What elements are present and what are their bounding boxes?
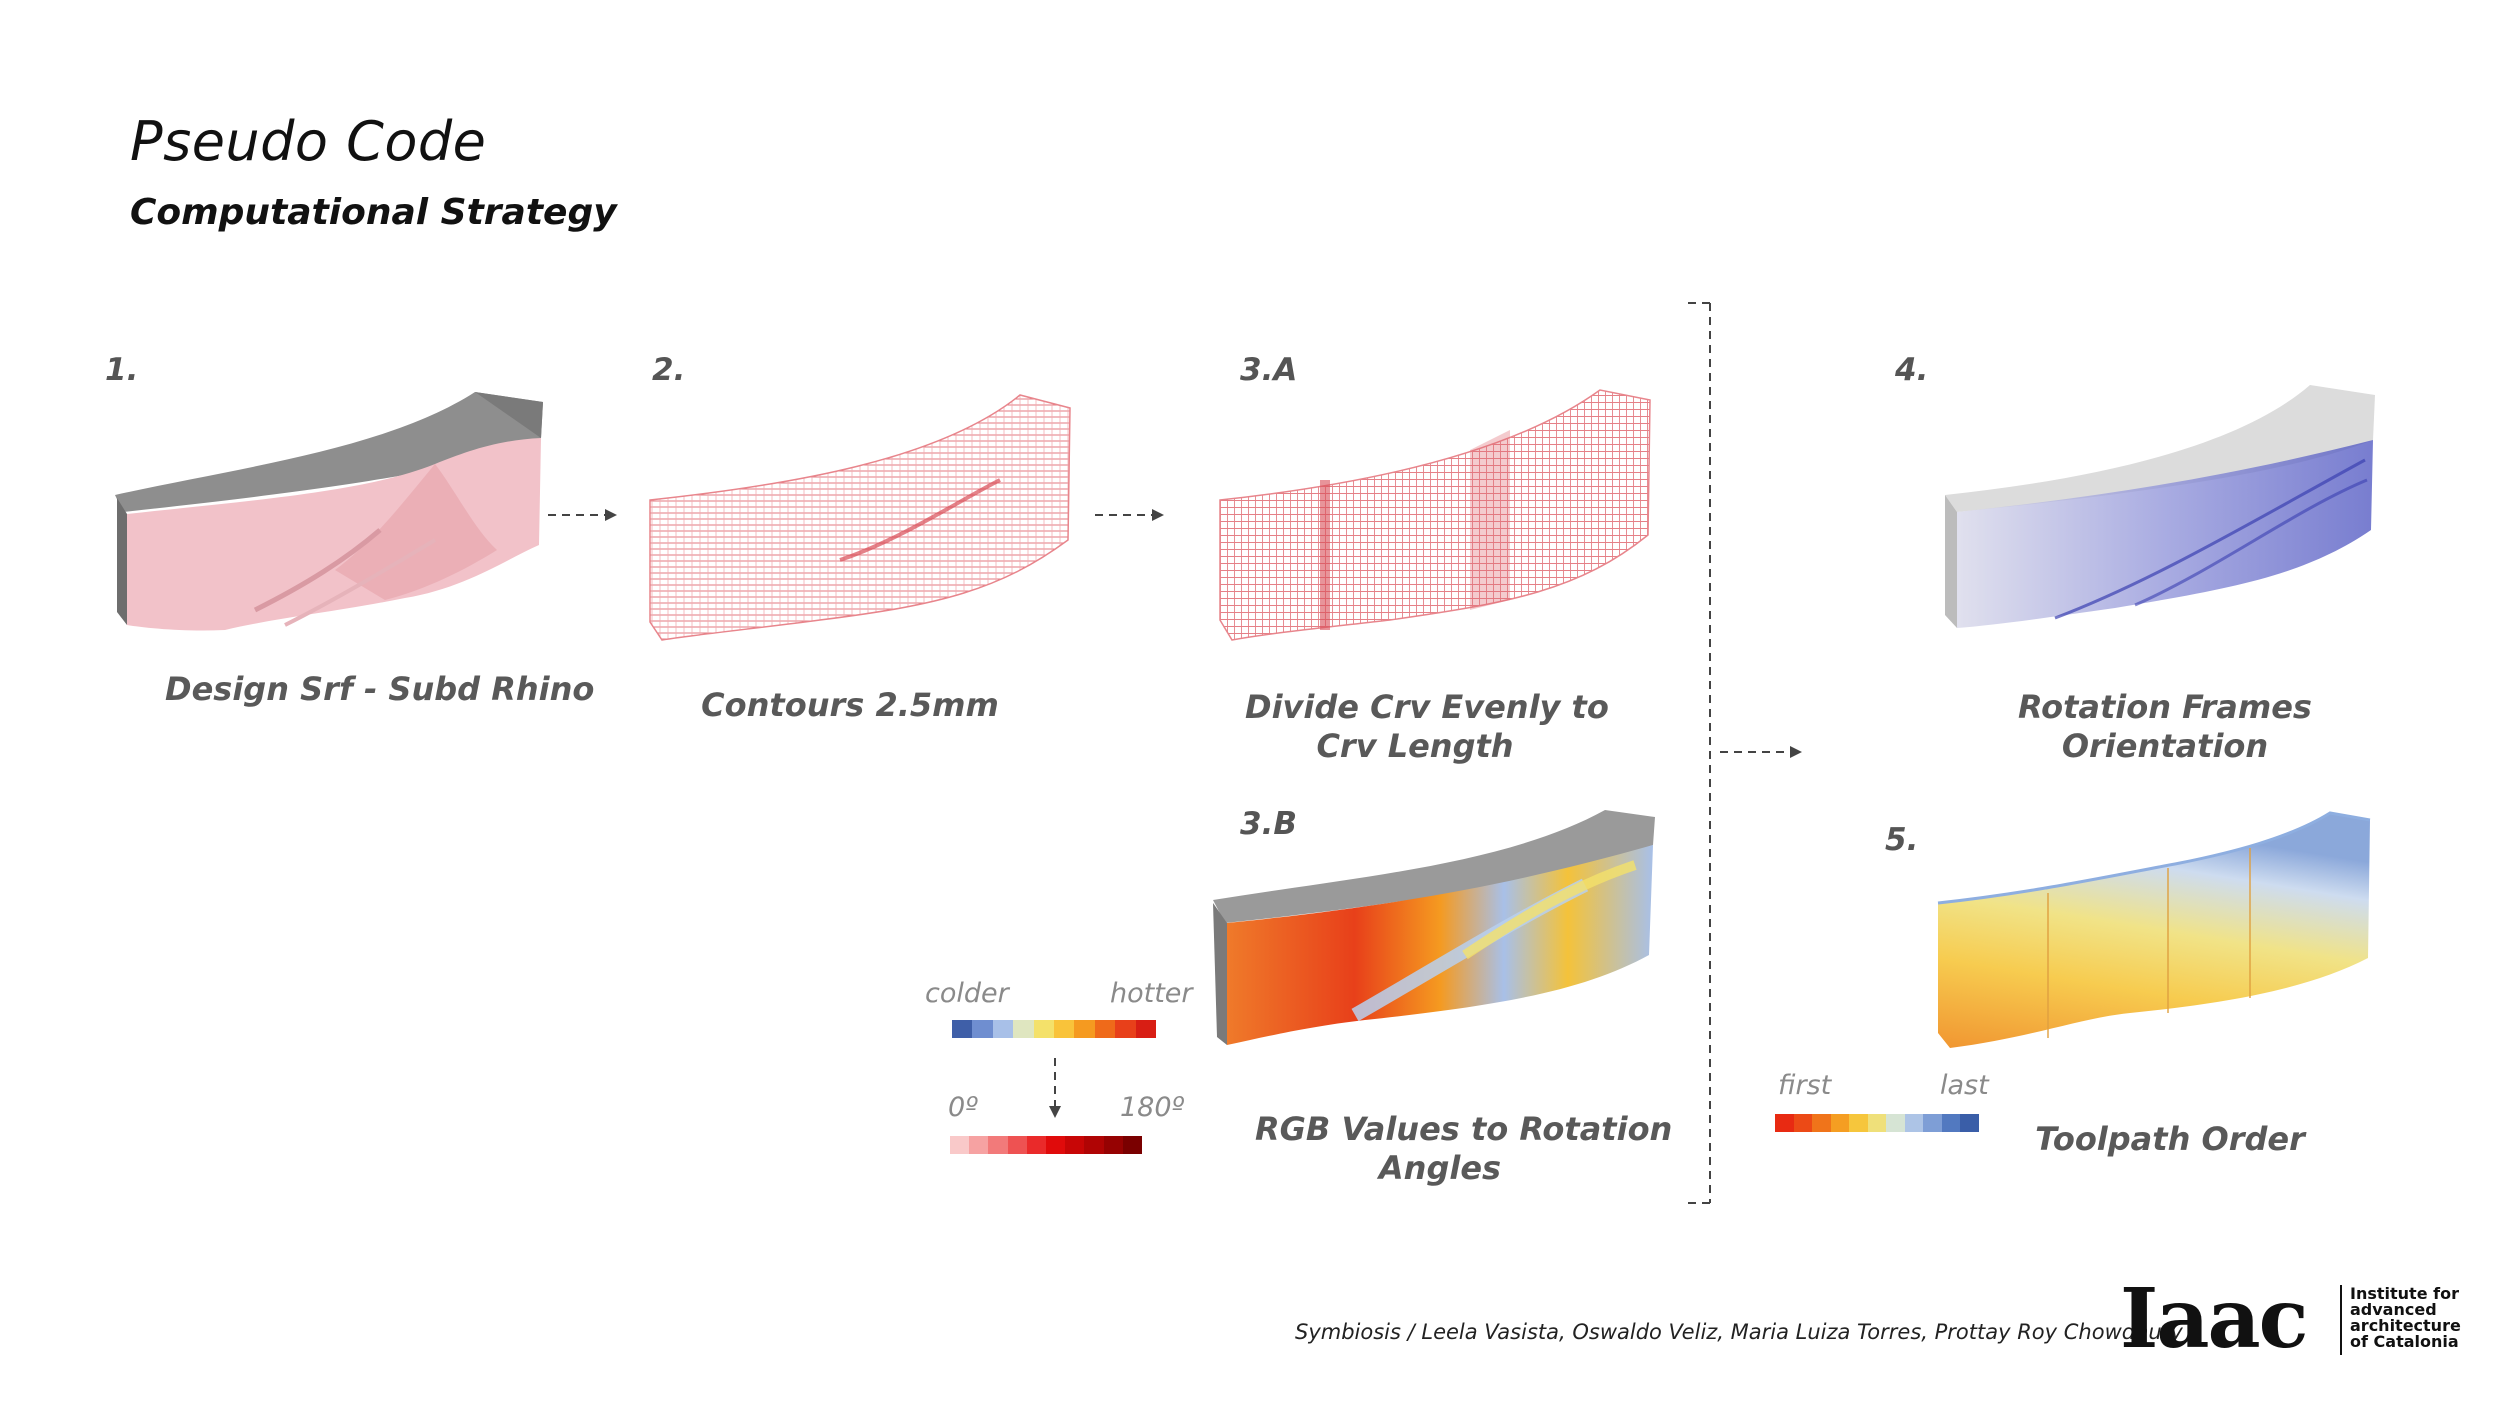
step-3b-caption-line1: RGB Values to Rotation <box>1255 1110 1673 1148</box>
step-3b-caption: RGB Values to Rotation Angles <box>1255 1110 1673 1188</box>
order-swatch <box>1849 1114 1868 1132</box>
step-4-caption-line1: Rotation Frames <box>2018 688 2312 726</box>
step-1-number: 1. <box>105 352 139 388</box>
step-3a-number: 3.A <box>1240 352 1298 388</box>
step-4-caption-line2: Orientation <box>2061 727 2269 766</box>
logo-line-4: of Catalonia <box>2350 1332 2459 1351</box>
temperature-swatch <box>992 1020 1014 1038</box>
order-swatch <box>1923 1114 1942 1132</box>
order-swatch <box>1793 1114 1813 1132</box>
iaac-logo-text: Institute for advanced architecture of C… <box>2350 1284 2461 1351</box>
step-4-caption: Rotation Frames Orientation <box>2015 688 2315 766</box>
step-2-caption: Contours 2.5mm <box>701 686 999 724</box>
step-3b-number: 3.B <box>1240 806 1297 842</box>
step-1-caption: Design Srf - Subd Rhino <box>165 670 595 708</box>
rgb-values-render <box>1213 810 1655 1045</box>
step-5-number: 5. <box>1885 822 1919 858</box>
rotation-frames-render <box>1945 385 2375 628</box>
order-swatch <box>1960 1114 1980 1132</box>
order-color-scale <box>1775 1114 1980 1132</box>
temperature-scale-low-label: colder <box>925 978 1009 1009</box>
temperature-swatch <box>1013 1020 1034 1038</box>
toolpath-order-render <box>1937 811 2371 1048</box>
contours-render <box>649 394 1071 641</box>
angle-swatch <box>969 1136 989 1154</box>
temperature-swatch <box>1033 1020 1055 1038</box>
angle-swatch <box>950 1136 970 1154</box>
step-5-caption: Toolpath Order <box>2035 1120 2305 1158</box>
step-3b-caption-line2: Angles <box>1378 1149 1502 1188</box>
page-title: Pseudo Code <box>130 110 487 173</box>
divided-curves-render <box>1219 389 1651 641</box>
temperature-color-scale <box>952 1020 1157 1038</box>
design-surface-render <box>115 392 543 631</box>
temperature-swatch <box>1094 1020 1116 1038</box>
step-3a-caption-line2: Crv Length <box>1316 727 1514 766</box>
logo-line-3: architecture <box>2350 1316 2461 1335</box>
angle-color-scale <box>950 1136 1143 1154</box>
angle-swatch <box>988 1136 1008 1154</box>
angle-swatch <box>1026 1136 1047 1154</box>
order-swatch <box>1867 1114 1887 1132</box>
step-3a-caption: Divide Crv Evenly to Crv Length <box>1245 688 1609 766</box>
order-swatch <box>1812 1114 1831 1132</box>
angle-swatch <box>1103 1136 1123 1154</box>
order-swatch <box>1886 1114 1905 1132</box>
order-swatch <box>1830 1114 1850 1132</box>
angle-swatch <box>1122 1136 1143 1154</box>
temperature-swatch <box>1115 1020 1136 1038</box>
temperature-swatch <box>1074 1020 1095 1038</box>
order-swatch <box>1941 1114 1961 1132</box>
step-3a-caption-line1: Divide Crv Evenly to <box>1245 688 1609 726</box>
credits-text: Symbiosis / Leela Vasista, Oswaldo Veliz… <box>1295 1320 2183 1344</box>
logo-line-1: Institute for <box>2350 1284 2459 1303</box>
temperature-scale-high-label: hotter <box>1110 978 1193 1009</box>
page-subtitle: Computational Strategy <box>130 192 617 233</box>
logo-divider <box>2340 1285 2342 1355</box>
order-scale-low-label: first <box>1778 1070 1832 1101</box>
angle-scale-low-label: 0º <box>948 1092 978 1123</box>
temperature-swatch <box>1135 1020 1157 1038</box>
order-swatch <box>1904 1114 1924 1132</box>
order-scale-high-label: last <box>1940 1070 1989 1101</box>
temperature-swatch <box>1054 1020 1075 1038</box>
temperature-swatch <box>952 1020 973 1038</box>
angle-swatch <box>1007 1136 1027 1154</box>
order-swatch <box>1775 1114 1794 1132</box>
step-2-number: 2. <box>652 352 686 388</box>
angle-swatch <box>1046 1136 1066 1154</box>
temperature-swatch <box>972 1020 993 1038</box>
step-4-number: 4. <box>1895 352 1929 388</box>
angle-swatch <box>1084 1136 1104 1154</box>
iaac-logo-mark: Iaac <box>2120 1271 2309 1367</box>
logo-line-2: advanced <box>2350 1300 2437 1319</box>
angle-scale-high-label: 180º <box>1120 1092 1185 1123</box>
angle-swatch <box>1065 1136 1085 1154</box>
